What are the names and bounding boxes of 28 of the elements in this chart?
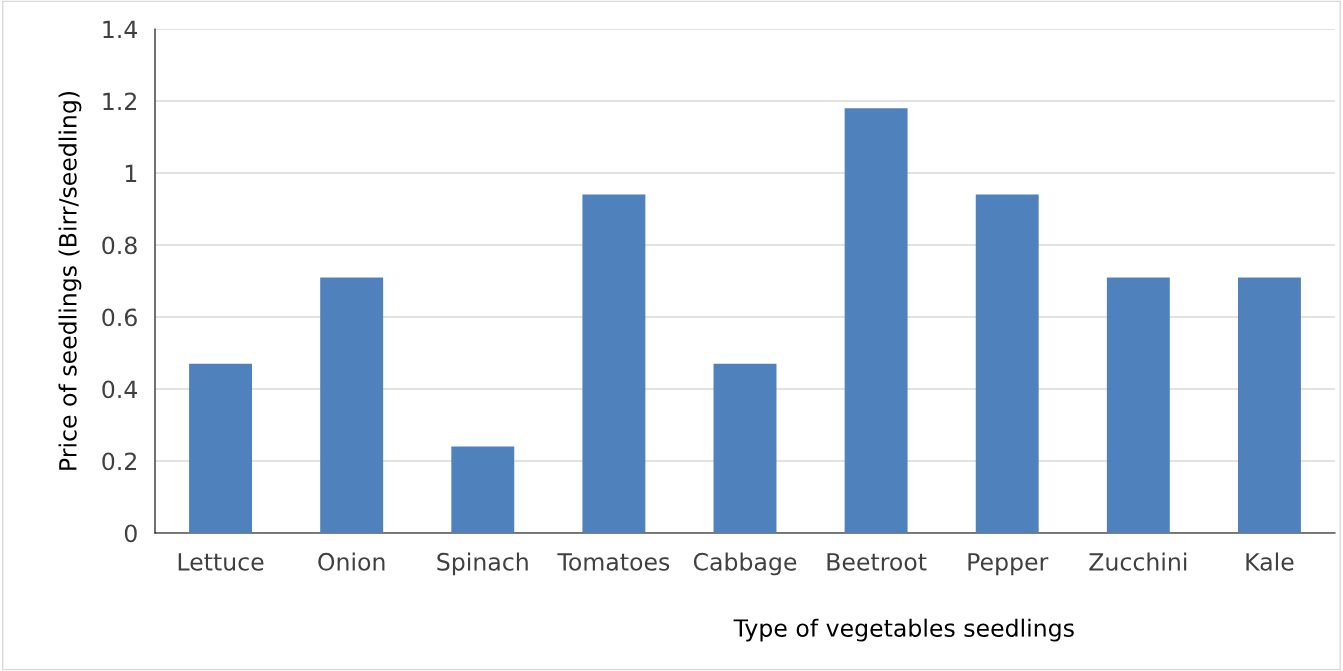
bar (189, 363, 253, 533)
x-tick-label: Pepper (968, 553, 1049, 576)
y-axis-title: Price of seedlings (Birr/seedling) (58, 91, 82, 470)
y-tick-label: 0.4 (102, 380, 138, 399)
x-tick-label: Cabbage (693, 552, 797, 576)
x-tick-label: Kale (1246, 552, 1294, 571)
x-tick-label: Beetroot (827, 553, 927, 571)
x-tick-label: Lettuce (178, 553, 264, 571)
y-tick-label: 0 (124, 524, 137, 543)
x-tick-label: Tomatoes (557, 553, 670, 571)
bar (975, 194, 1039, 533)
y-tick-label: 0.2 (102, 452, 136, 471)
y-tick-label: 1.4 (103, 20, 138, 38)
bar (1106, 277, 1170, 533)
y-tick-label: 1 (125, 164, 137, 182)
x-tick-label: Zucchini (1089, 552, 1187, 571)
bar (582, 194, 646, 533)
x-tick-label: Spinach (437, 552, 528, 576)
x-tick-label: Onion (318, 552, 385, 571)
bar (844, 108, 908, 533)
bar (451, 446, 515, 533)
y-tick-label: 0.6 (102, 308, 137, 327)
x-axis-title: Type of vegetables seedlings (733, 618, 1074, 642)
bar (320, 277, 384, 533)
y-tick-label: 0.8 (102, 236, 137, 255)
bar (713, 363, 777, 533)
bar (1237, 277, 1301, 533)
y-tick-label: 1.2 (103, 92, 136, 110)
